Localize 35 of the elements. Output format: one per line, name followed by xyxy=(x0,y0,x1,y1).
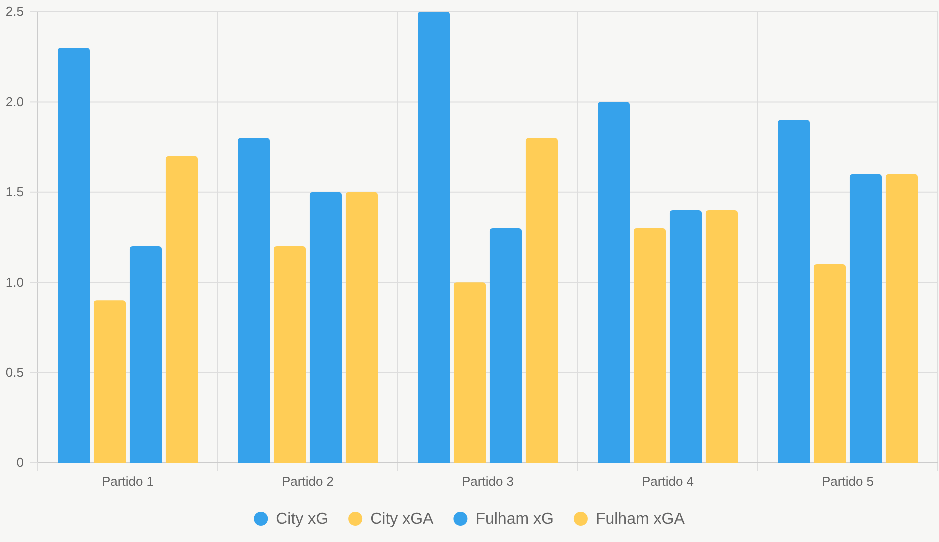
bar xyxy=(490,228,522,463)
bar xyxy=(526,138,558,463)
x-tick-label: Partido 3 xyxy=(462,474,514,490)
bar xyxy=(670,210,702,463)
bar xyxy=(778,120,810,463)
bar xyxy=(598,102,630,463)
y-tick-label: 0 xyxy=(16,455,24,470)
bar xyxy=(166,156,198,463)
bar xyxy=(58,48,90,463)
bar xyxy=(886,174,918,463)
y-tick-label: 1.5 xyxy=(6,184,24,200)
bar xyxy=(814,264,846,463)
x-tick-label: Partido 2 xyxy=(282,474,334,490)
legend-label: Fulham xGA xyxy=(596,511,686,528)
bar xyxy=(310,192,342,463)
bar xyxy=(454,282,486,463)
y-tick-label: 1.0 xyxy=(6,274,24,290)
bar xyxy=(850,174,882,463)
y-tick-label: 2.5 xyxy=(6,4,24,20)
bar xyxy=(274,246,306,463)
x-tick-label: Partido 1 xyxy=(102,474,154,490)
y-tick-label: 0.5 xyxy=(6,364,24,380)
bar xyxy=(346,192,378,463)
legend-label: City xGA xyxy=(370,511,434,528)
bar xyxy=(418,12,450,463)
bar xyxy=(130,246,162,463)
bar xyxy=(238,138,270,463)
bar xyxy=(634,228,666,463)
legend-label: City xG xyxy=(276,511,329,528)
x-tick-label: Partido 5 xyxy=(822,474,874,490)
bar xyxy=(94,300,126,463)
bar xyxy=(706,210,738,463)
x-tick-label: Partido 4 xyxy=(642,474,694,490)
y-tick-label: 2.0 xyxy=(6,94,24,110)
legend-label: Fulham xG xyxy=(476,511,554,528)
